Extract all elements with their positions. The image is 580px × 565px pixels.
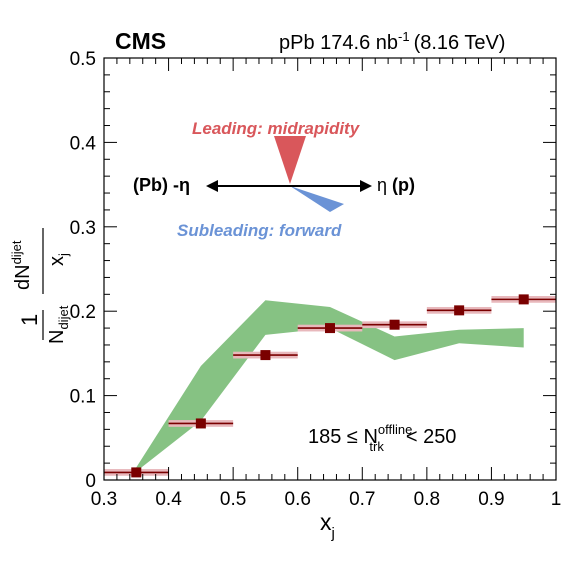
x-axis-title-sub: j	[331, 525, 335, 542]
arrow-right-icon	[360, 180, 372, 192]
y-title-num: dNdijet	[9, 240, 34, 290]
x-tick-label: 0.8	[414, 489, 440, 510]
experiment-label: CMS	[115, 28, 166, 54]
y-title-num-main: dN	[12, 264, 34, 290]
x-tick-label: 0.9	[478, 489, 504, 510]
y-title-den-main: x	[46, 256, 68, 266]
subleading-label: Subleading: forward	[177, 221, 342, 240]
model-band-area	[136, 300, 524, 472]
data-point-0	[131, 467, 142, 478]
y-title-num-sub: dijet	[9, 240, 24, 264]
selection-sub: trk	[369, 439, 384, 454]
leading-jet-cone	[274, 136, 306, 184]
p-eta-label: η (p)	[377, 175, 415, 195]
selection-label: 185 ≤ Noffline trk < 250	[308, 422, 456, 454]
y-tick-label: 0.1	[70, 387, 96, 408]
y-tick-label: 0	[85, 471, 96, 492]
run-label: pPb 174.6 nb-1 (8.16 TeV)	[279, 29, 505, 54]
data-point-2	[260, 350, 271, 361]
run-label-sup: -1	[398, 29, 410, 44]
data-point-1	[195, 418, 206, 429]
y-title-left-den-main: N	[46, 330, 68, 344]
y-tick-label: 0.4	[70, 133, 97, 154]
x-axis-title: xj	[320, 509, 335, 542]
data-points	[104, 294, 556, 478]
selection-text: 185 ≤ N	[308, 426, 378, 448]
y-title-left-den: Ndijet	[46, 305, 71, 344]
data-point-6	[518, 294, 529, 305]
y-title-den: xj	[46, 253, 71, 266]
x-axis-title-main: x	[320, 509, 332, 535]
p-eta-text: (p)	[392, 175, 415, 195]
y-title-left-den-sub: dijet	[56, 305, 71, 329]
y-axis-title: 1 Ndijet dNdijet xj	[9, 228, 71, 344]
x-tick-labels: 0.3 0.4 0.5 0.6 0.7 0.8 0.9 1	[91, 489, 562, 510]
subleading-jet-cone	[290, 186, 344, 212]
y-tick-label: 0.2	[70, 302, 96, 323]
data-point-3	[325, 323, 335, 334]
axis-ticks	[103, 57, 557, 481]
data-point-4	[389, 319, 400, 330]
selection-sup: offline	[378, 422, 412, 437]
model-band	[136, 300, 524, 472]
y-title-den-sub: j	[56, 253, 71, 257]
y-tick-label: 0.3	[70, 218, 96, 239]
run-label-main: pPb 174.6 nb	[279, 32, 398, 54]
x-tick-label: 0.5	[220, 489, 246, 510]
x-tick-label: 0.3	[91, 489, 117, 510]
x-tick-label: 1	[551, 489, 562, 510]
arrow-left-icon	[206, 180, 218, 192]
leading-label: Leading: midrapidity	[192, 119, 361, 138]
energy-label: (8.16 TeV)	[414, 32, 506, 54]
y-title-one: 1	[17, 314, 42, 326]
x-tick-label: 0.6	[285, 489, 311, 510]
p-eta-symbol: η	[377, 175, 387, 195]
plot-frame	[103, 57, 557, 481]
y-tick-labels: 0 0.1 0.2 0.3 0.4 0.5	[70, 49, 97, 492]
y-tick-label: 0.5	[70, 49, 96, 70]
x-tick-label: 0.7	[349, 489, 375, 510]
selection-tail: < 250	[406, 426, 457, 448]
pb-eta-label: (Pb) -η	[133, 175, 190, 195]
x-tick-label: 0.4	[155, 489, 182, 510]
data-point-5	[454, 305, 465, 316]
